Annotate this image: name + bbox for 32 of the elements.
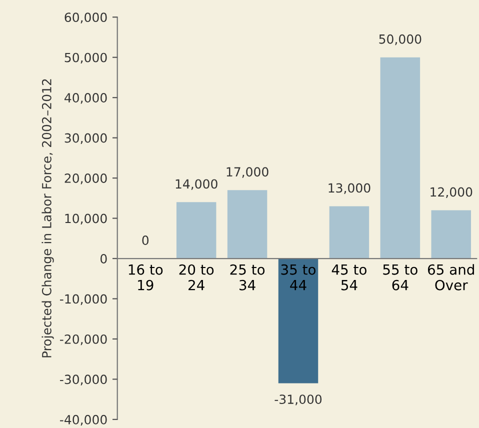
y-axis-title: Projected Change in Labor Force, 2002–2012 (42, 79, 54, 358)
x-tick-label: 45 to 54 (332, 264, 366, 290)
data-label: 17,000 (226, 167, 268, 178)
x-tick-label: 65 and Over (428, 264, 474, 290)
y-tick-label: 20,000 (64, 174, 107, 184)
x-tick-label: 20 to 24 (179, 264, 214, 290)
y-tick-label: 30,000 (64, 133, 107, 144)
data-label: 12,000 (430, 187, 472, 198)
y-tick-label: -20,000 (60, 334, 107, 346)
y-tick-label: -40,000 (60, 414, 107, 426)
bar (431, 210, 471, 259)
data-label: 14,000 (176, 179, 218, 190)
y-tick-label: 10,000 (65, 214, 107, 224)
x-tick-label: 55 to 64 (383, 264, 418, 290)
data-label: 50,000 (379, 34, 422, 46)
data-label: -31,000 (274, 394, 322, 406)
y-tick-label: -30,000 (60, 374, 107, 386)
data-label: 0 (142, 236, 149, 245)
x-tick-label: 35 to 44 (281, 264, 316, 290)
y-tick-label: -10,000 (60, 294, 107, 305)
bar (227, 190, 268, 259)
y-tick-label: 40,000 (64, 93, 107, 104)
x-tick-label: 16 to 19 (128, 264, 163, 290)
bar (329, 206, 370, 259)
bar (176, 202, 216, 259)
x-tick-label: 25 to 34 (230, 264, 265, 290)
y-tick-label: 60,000 (64, 12, 107, 24)
bar (278, 258, 318, 384)
data-label: 13,000 (328, 183, 370, 194)
y-tick-label: 50,000 (64, 52, 107, 64)
bar (380, 57, 420, 259)
y-tick-label: 0 (100, 254, 107, 264)
